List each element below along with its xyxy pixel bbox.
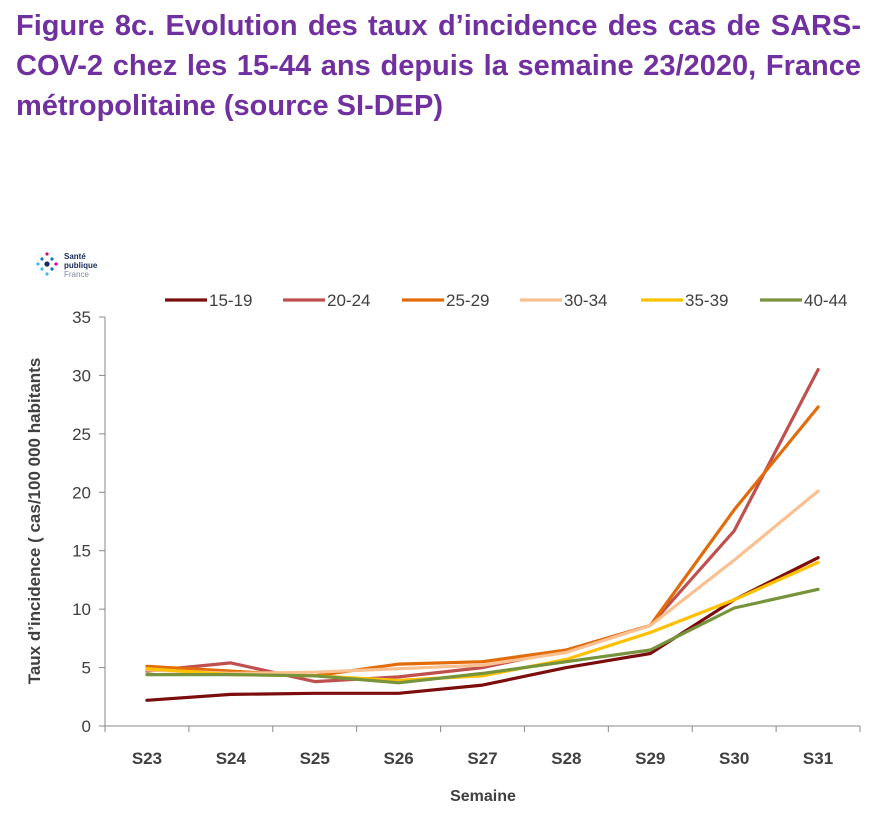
x-tick-label: S27 [467,749,497,768]
x-tick-label: S25 [300,749,330,768]
y-tick-label: 10 [72,600,91,619]
y-tick-label: 15 [72,542,91,561]
legend-label: 25-29 [446,291,489,310]
series-line-15-19 [145,556,820,702]
x-tick-label: S24 [216,749,247,768]
x-tick-label: S26 [383,749,413,768]
x-tick-label: S30 [719,749,749,768]
y-tick-label: 5 [82,659,91,678]
logo-dots-icon [36,252,58,276]
x-axis-label: Semaine [450,788,516,805]
legend-label: 35-39 [685,291,728,310]
x-ticks: S23 S24 S25 S26 S27 S28 S29 S30 S31 [104,726,861,768]
logo-line1: Santé [64,252,86,261]
legend-label: 20-24 [327,291,370,310]
sante-publique-logo: Santé publique France [34,250,124,290]
series-line-30-34 [145,489,820,676]
y-tick-label: 30 [72,366,91,385]
logo-line3: France [64,270,89,279]
y-tick-label: 25 [72,425,91,444]
y-ticks: 0 5 10 15 20 25 30 35 [72,308,105,736]
x-tick-label: S28 [551,749,581,768]
x-tick-label: S23 [132,749,162,768]
chart-series [145,368,820,702]
series-line-40-44 [145,587,820,685]
x-tick-label: S29 [635,749,665,768]
series-line-20-24 [145,368,820,684]
logo-line2: publique [64,261,98,270]
legend-label: 15-19 [209,291,252,310]
x-tick-label: S31 [803,749,833,768]
legend-label: 30-34 [564,291,607,310]
y-tick-label: 0 [82,717,91,736]
y-axis-label: Taux d’incidence ( cas/100 000 habitants [25,358,44,685]
series-line-25-29 [145,405,820,678]
figure-title: Figure 8c. Evolution des taux d’incidenc… [16,10,861,122]
chart-legend: 15-19 20-24 25-29 30-34 35-39 40-44 [165,291,847,310]
y-tick-label: 20 [72,483,91,502]
y-tick-label: 35 [72,308,91,327]
chart-axes [104,317,860,727]
legend-label: 40-44 [804,291,847,310]
